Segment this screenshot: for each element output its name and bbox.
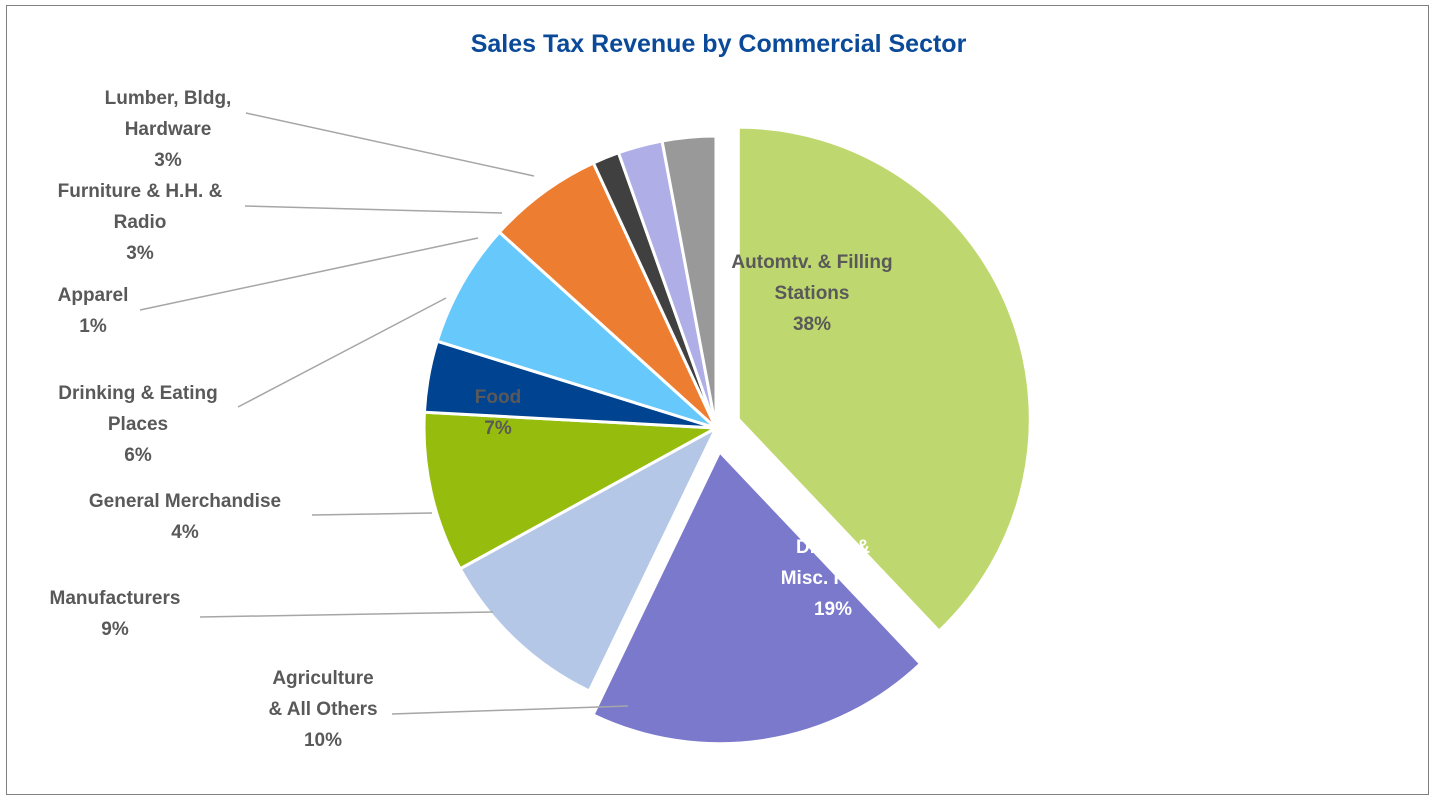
slice-label-2: Agriculture & All Others 10% — [268, 668, 377, 751]
slice-label-5: Food 7% — [475, 387, 521, 439]
pie-slice-9 — [660, 134, 718, 429]
leader-line-4 — [311, 512, 433, 516]
slice-label-3: Manufacturers 9% — [50, 588, 181, 640]
leader-line-2 — [391, 705, 629, 715]
leader-line-3 — [199, 611, 494, 618]
pie-slice-3 — [422, 410, 722, 571]
leader-line-9 — [245, 112, 535, 177]
slice-label-9: Lumber, Bldg, Hardware 3% — [105, 88, 232, 171]
slice-label-4: General Merchandise 4% — [89, 491, 281, 543]
slice-label-6: Drinking & Eating Places 6% — [58, 383, 217, 466]
pie-slice-6 — [497, 160, 718, 430]
pie-slice-0 — [736, 125, 1032, 634]
pie-slice-5 — [435, 230, 718, 430]
slice-label-0: Automtv. & Filling Stations 38% — [731, 252, 892, 335]
pie-slice-1 — [591, 449, 923, 746]
leader-line-6 — [237, 297, 447, 408]
slice-label-8: Furniture & H.H. & Radio 3% — [58, 181, 223, 264]
leader-line-8 — [244, 205, 503, 214]
pie-slice-2 — [458, 424, 720, 694]
leader-line-7 — [139, 237, 479, 311]
slice-label-1: Drugs & Misc. Retail 19% — [781, 537, 886, 620]
slice-label-7: Apparel 1% — [58, 285, 129, 337]
chart-title: Sales Tax Revenue by Commercial Sector — [470, 30, 967, 58]
